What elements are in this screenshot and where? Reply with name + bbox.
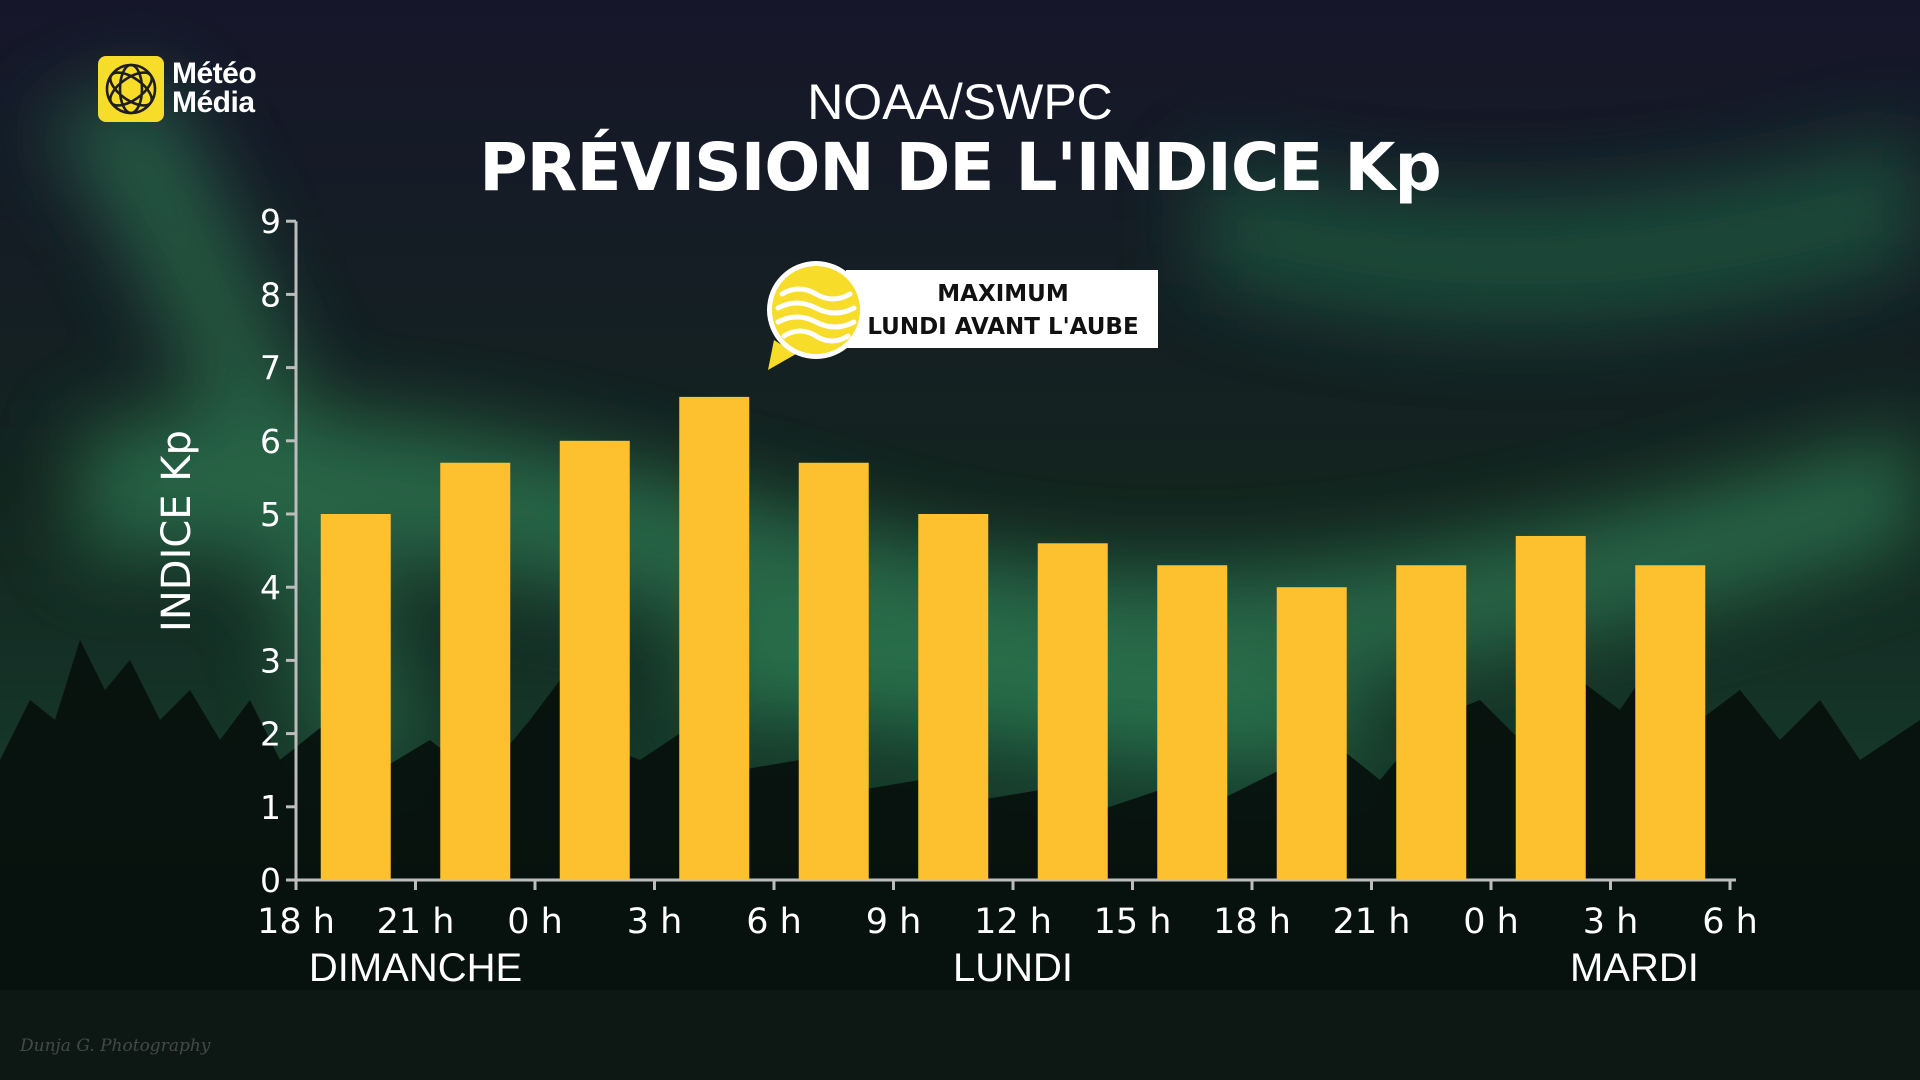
x-tick-label: 9 h xyxy=(866,902,922,942)
bar xyxy=(440,462,511,880)
chart-subtitle: NOAA/SWPC xyxy=(807,74,1113,130)
y-tick-label: 7 xyxy=(260,349,281,388)
y-tick-label: 6 xyxy=(260,422,281,461)
x-tick-label: 6 h xyxy=(1702,902,1758,942)
bar xyxy=(1276,587,1347,880)
logo-line2: Média xyxy=(172,86,255,119)
y-tick-label: 5 xyxy=(260,495,281,534)
logo-badge xyxy=(98,56,164,122)
day-label: LUNDI xyxy=(953,946,1073,990)
x-tick-label: 21 h xyxy=(1333,902,1411,942)
callout-line1: MAXIMUM xyxy=(937,281,1069,307)
callout-line2: LUNDI AVANT L'AUBE xyxy=(867,314,1139,340)
day-label: DIMANCHE xyxy=(309,946,522,990)
maximum-callout: MAXIMUM LUNDI AVANT L'AUBE xyxy=(766,258,1162,374)
y-tick-label: 2 xyxy=(260,715,281,754)
y-tick-label: 1 xyxy=(260,788,281,827)
x-tick-label: 15 h xyxy=(1094,902,1172,942)
x-tick-label: 21 h xyxy=(377,902,455,942)
logo-line1: Météo xyxy=(172,57,257,90)
bar xyxy=(559,440,630,880)
chart-title: PRÉVISION DE L'INDICE Kp xyxy=(479,129,1441,206)
day-label: MARDI xyxy=(1570,946,1699,990)
bar xyxy=(320,514,391,880)
bar xyxy=(798,462,869,880)
bar xyxy=(918,514,989,880)
y-tick-label: 3 xyxy=(260,641,281,680)
bar xyxy=(1515,535,1586,880)
y-tick-label: 0 xyxy=(260,861,281,900)
y-axis-label: INDICE Kp xyxy=(154,430,200,632)
x-tick-label: 3 h xyxy=(627,902,683,942)
y-tick-label: 9 xyxy=(260,202,281,241)
photo-credit: Dunja G. Photography xyxy=(20,1036,211,1056)
x-tick-label: 18 h xyxy=(257,902,335,942)
x-tick-label: 0 h xyxy=(1463,902,1519,942)
x-tick-label: 3 h xyxy=(1583,902,1639,942)
meteomedia-logo: Météo Média xyxy=(98,56,288,128)
bar xyxy=(1396,565,1467,880)
bar xyxy=(1635,565,1706,880)
bar xyxy=(1037,543,1108,880)
bar xyxy=(1157,565,1228,880)
y-tick-label: 8 xyxy=(260,275,281,314)
bar xyxy=(679,396,750,880)
callout-box xyxy=(846,270,1158,348)
y-tick-label: 4 xyxy=(260,568,281,607)
x-tick-label: 18 h xyxy=(1213,902,1291,942)
wave-sun-icon xyxy=(767,261,865,370)
x-tick-label: 12 h xyxy=(974,902,1052,942)
x-tick-label: 0 h xyxy=(507,902,563,942)
x-tick-label: 6 h xyxy=(746,902,802,942)
globe-icon xyxy=(105,63,157,115)
